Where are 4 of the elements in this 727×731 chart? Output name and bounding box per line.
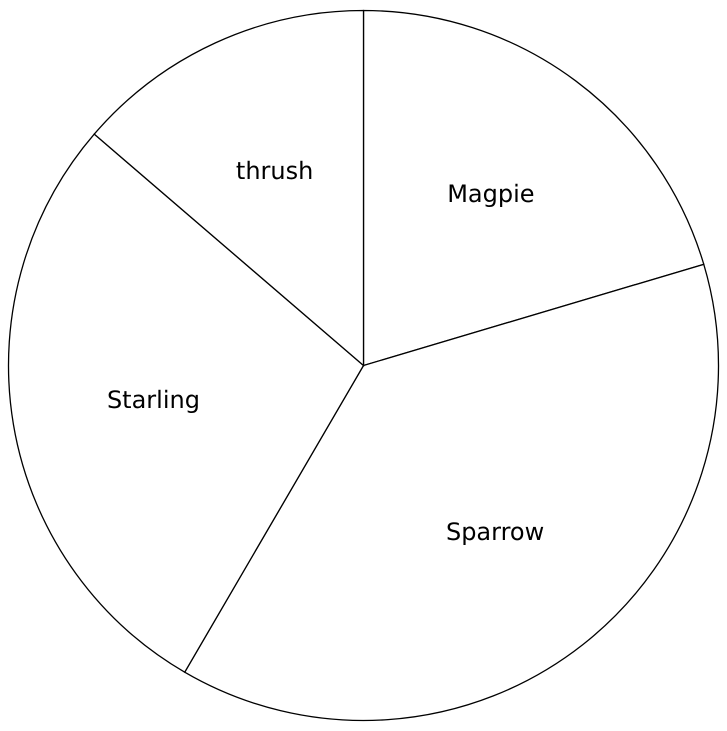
slice-label: thrush — [236, 156, 314, 185]
slice-label: Magpie — [447, 180, 535, 208]
slice-label: Sparrow — [446, 518, 544, 546]
slice-label: Starling — [106, 386, 200, 414]
